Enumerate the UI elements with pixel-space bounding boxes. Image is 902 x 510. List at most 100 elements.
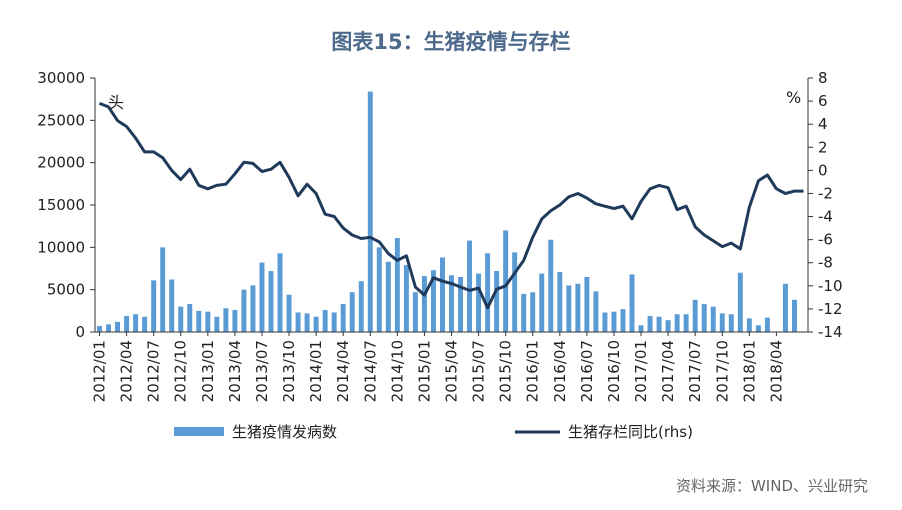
x-tick-label: 2013/04 — [226, 340, 244, 402]
bar — [349, 292, 355, 332]
left-tick-label: 25000 — [37, 111, 85, 129]
bar — [151, 280, 157, 332]
bar — [385, 261, 391, 332]
x-tick-label: 2016/04 — [551, 340, 569, 402]
bar — [187, 304, 193, 332]
bar — [115, 321, 121, 332]
bar — [124, 315, 130, 332]
right-tick-label: -12 — [818, 300, 843, 318]
bar — [196, 310, 202, 332]
line-path — [98, 102, 804, 310]
x-tick-label: 2016/10 — [605, 340, 623, 402]
bar — [169, 279, 175, 332]
right-tick-label: -6 — [818, 231, 833, 249]
right-tick-label: 0 — [818, 161, 828, 179]
bar — [521, 293, 527, 332]
bar — [160, 247, 166, 332]
bar — [791, 299, 797, 332]
x-tick-label: 2015/01 — [415, 340, 433, 402]
x-tick-label: 2012/04 — [118, 340, 136, 402]
right-tick-label: -4 — [818, 208, 833, 226]
bar — [719, 313, 725, 332]
x-tick-label: 2018/01 — [740, 340, 758, 402]
x-tick-label: 2013/10 — [280, 340, 298, 402]
x-tick-label: 2018/04 — [767, 340, 785, 402]
bar — [133, 314, 139, 332]
bar — [611, 311, 617, 332]
right-axis-unit: % — [786, 88, 801, 107]
left-axis: 0 5000 10000 15000 20000 25000 30000 — [37, 69, 95, 341]
bar — [530, 292, 536, 332]
source-note: 资料来源：WIND、兴业研究 — [676, 477, 868, 495]
bar — [286, 294, 292, 332]
x-axis: 2012/01 2012/04 2012/07 2012/10 2013/01 2013/… — [91, 332, 785, 402]
x-tick-label: 2014/07 — [361, 340, 379, 402]
left-tick-label: 15000 — [37, 196, 85, 214]
x-tick-label: 2015/07 — [470, 340, 488, 402]
bar — [494, 271, 500, 332]
bar — [575, 283, 581, 332]
bar — [602, 312, 608, 332]
bar — [638, 325, 644, 332]
x-tick-label: 2015/10 — [497, 340, 515, 402]
right-axis: -14 -12 -10 -8 -6 -4 -2 0 2 4 6 8 — [808, 69, 843, 341]
right-tick-label: -2 — [818, 184, 833, 202]
bar — [250, 285, 256, 332]
x-tick-label: 2012/10 — [172, 340, 190, 402]
bar — [728, 314, 734, 332]
bar — [241, 289, 247, 332]
x-tick-label: 2012/01 — [91, 340, 109, 402]
legend: 生猪疫情发病数 生猪存栏同比(rhs) — [174, 423, 693, 441]
bar — [737, 272, 743, 332]
bar — [313, 316, 319, 332]
bar — [223, 308, 229, 332]
bar-series — [97, 91, 797, 333]
legend-line-label: 生猪存栏同比(rhs) — [568, 423, 693, 441]
bar — [97, 326, 102, 332]
bar — [430, 270, 436, 332]
bar — [304, 313, 310, 332]
bar — [277, 253, 283, 332]
right-tick-label: 6 — [818, 92, 828, 110]
bar — [340, 304, 346, 332]
bar — [701, 304, 707, 332]
bar — [331, 312, 337, 332]
bar — [620, 309, 626, 332]
legend-bar-label: 生猪疫情发病数 — [232, 423, 337, 441]
bar — [142, 316, 148, 332]
chart-title: 图表15：生猪疫情与存栏 — [331, 30, 570, 54]
line-series — [98, 102, 804, 310]
left-tick-label: 5000 — [47, 281, 85, 299]
bar — [449, 275, 454, 332]
x-tick-label: 2014/04 — [334, 340, 352, 402]
bar — [259, 262, 265, 332]
bar — [467, 240, 473, 332]
bar — [439, 257, 445, 332]
bar — [214, 316, 220, 332]
bar — [782, 283, 788, 332]
x-tick-label: 2017/01 — [632, 340, 650, 402]
right-tick-label: 8 — [818, 69, 828, 87]
bar — [232, 309, 238, 332]
bar — [746, 318, 752, 332]
bar — [692, 299, 698, 332]
bar — [178, 306, 184, 332]
x-tick-label: 2017/10 — [713, 340, 731, 402]
bar — [412, 292, 418, 332]
x-tick-label: 2012/07 — [145, 340, 163, 402]
bar — [764, 317, 770, 332]
x-tick-label: 2017/07 — [686, 340, 704, 402]
right-tick-label: -14 — [818, 323, 843, 341]
left-tick-label: 0 — [75, 323, 85, 341]
bar — [548, 239, 554, 332]
bar — [376, 247, 382, 332]
right-tick-label: -10 — [818, 277, 843, 295]
bar — [539, 273, 545, 332]
x-tick-label: 2017/04 — [659, 340, 677, 402]
left-tick-label: 20000 — [37, 154, 85, 172]
x-tick-label: 2016/07 — [578, 340, 596, 402]
bar — [403, 265, 409, 332]
right-tick-label: -8 — [818, 254, 833, 272]
x-tick-label: 2016/01 — [524, 340, 542, 402]
